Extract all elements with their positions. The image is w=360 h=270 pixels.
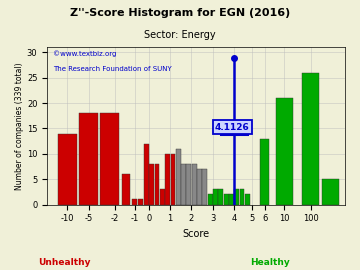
Bar — [138, 200, 143, 204]
Bar — [100, 113, 120, 204]
Text: ©www.textbiz.org: ©www.textbiz.org — [53, 50, 116, 57]
Bar — [79, 113, 98, 204]
Y-axis label: Number of companies (339 total): Number of companies (339 total) — [15, 62, 24, 190]
Bar — [202, 169, 207, 204]
Bar — [197, 169, 202, 204]
Text: Unhealthy: Unhealthy — [39, 258, 91, 266]
Bar — [58, 134, 77, 204]
Text: Sector: Energy: Sector: Energy — [144, 30, 216, 40]
Bar — [260, 139, 270, 204]
Bar — [186, 164, 191, 204]
Bar — [181, 164, 186, 204]
Bar — [171, 154, 175, 204]
Bar — [276, 98, 293, 204]
Bar — [234, 189, 239, 204]
Bar — [176, 149, 181, 204]
Text: Healthy: Healthy — [250, 258, 290, 266]
Text: The Research Foundation of SUNY: The Research Foundation of SUNY — [53, 66, 172, 72]
Bar — [224, 194, 229, 204]
Bar — [208, 194, 212, 204]
Text: Z''-Score Histogram for EGN (2016): Z''-Score Histogram for EGN (2016) — [70, 8, 290, 18]
Text: 4.1126: 4.1126 — [215, 123, 249, 132]
Bar — [219, 189, 223, 204]
Bar — [149, 164, 154, 204]
Bar — [132, 200, 137, 204]
Bar — [192, 164, 197, 204]
Bar — [213, 189, 218, 204]
Bar — [321, 179, 339, 204]
Bar — [122, 174, 130, 204]
Bar — [165, 154, 170, 204]
X-axis label: Score: Score — [183, 229, 210, 239]
Bar — [240, 189, 244, 204]
Bar — [154, 164, 159, 204]
Bar — [229, 194, 234, 204]
Bar — [302, 73, 319, 204]
Bar — [160, 189, 165, 204]
Bar — [245, 194, 250, 204]
Bar — [144, 144, 149, 204]
